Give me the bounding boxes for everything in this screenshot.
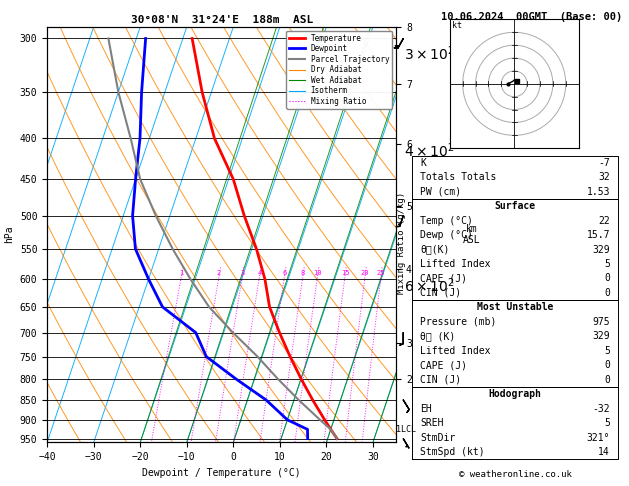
Y-axis label: km
ASL: km ASL bbox=[462, 224, 480, 245]
Text: 3: 3 bbox=[240, 270, 245, 276]
Text: 20: 20 bbox=[361, 270, 369, 276]
Text: Surface: Surface bbox=[494, 201, 536, 211]
Text: Lifted Index: Lifted Index bbox=[420, 346, 491, 356]
Text: CAPE (J): CAPE (J) bbox=[420, 360, 467, 370]
Text: 5: 5 bbox=[604, 418, 610, 428]
Text: 22: 22 bbox=[598, 216, 610, 226]
Y-axis label: hPa: hPa bbox=[4, 226, 14, 243]
Text: PW (cm): PW (cm) bbox=[420, 187, 462, 197]
Legend: Temperature, Dewpoint, Parcel Trajectory, Dry Adiabat, Wet Adiabat, Isotherm, Mi: Temperature, Dewpoint, Parcel Trajectory… bbox=[286, 31, 392, 109]
Title: 30°08'N  31°24'E  188m  ASL: 30°08'N 31°24'E 188m ASL bbox=[131, 15, 313, 25]
Text: 0: 0 bbox=[604, 360, 610, 370]
Text: © weatheronline.co.uk: © weatheronline.co.uk bbox=[459, 470, 572, 479]
Text: 1.53: 1.53 bbox=[587, 187, 610, 197]
Text: StmSpd (kt): StmSpd (kt) bbox=[420, 447, 485, 457]
Text: 15: 15 bbox=[341, 270, 349, 276]
Text: 5: 5 bbox=[604, 346, 610, 356]
Text: θᴇ (K): θᴇ (K) bbox=[420, 331, 455, 341]
Text: CAPE (J): CAPE (J) bbox=[420, 274, 467, 283]
Text: Totals Totals: Totals Totals bbox=[420, 172, 497, 182]
Text: 5: 5 bbox=[604, 259, 610, 269]
Text: 0: 0 bbox=[604, 288, 610, 298]
Text: 25: 25 bbox=[377, 270, 386, 276]
Text: 2: 2 bbox=[217, 270, 221, 276]
Text: K: K bbox=[420, 158, 426, 168]
Text: 329: 329 bbox=[593, 331, 610, 341]
Text: Mixing Ratio (g/kg): Mixing Ratio (g/kg) bbox=[397, 192, 406, 294]
Text: 32: 32 bbox=[598, 172, 610, 182]
Text: 329: 329 bbox=[593, 244, 610, 255]
Text: EH: EH bbox=[420, 404, 432, 414]
Text: 4: 4 bbox=[257, 270, 262, 276]
Text: Pressure (mb): Pressure (mb) bbox=[420, 317, 497, 327]
Text: 10: 10 bbox=[313, 270, 322, 276]
Text: Dewp (°C): Dewp (°C) bbox=[420, 230, 473, 240]
Text: 0: 0 bbox=[604, 375, 610, 385]
Text: SREH: SREH bbox=[420, 418, 443, 428]
Text: CIN (J): CIN (J) bbox=[420, 375, 462, 385]
Text: -7: -7 bbox=[598, 158, 610, 168]
Text: 6: 6 bbox=[282, 270, 287, 276]
Text: 14: 14 bbox=[598, 447, 610, 457]
Text: CIN (J): CIN (J) bbox=[420, 288, 462, 298]
Text: Hodograph: Hodograph bbox=[489, 389, 542, 399]
Text: θᴇ(K): θᴇ(K) bbox=[420, 244, 450, 255]
Text: 1: 1 bbox=[179, 270, 184, 276]
Text: kt: kt bbox=[452, 21, 462, 31]
Text: -32: -32 bbox=[593, 404, 610, 414]
Text: 975: 975 bbox=[593, 317, 610, 327]
Text: 0: 0 bbox=[604, 274, 610, 283]
Text: 15.7: 15.7 bbox=[587, 230, 610, 240]
Text: Lifted Index: Lifted Index bbox=[420, 259, 491, 269]
Text: Temp (°C): Temp (°C) bbox=[420, 216, 473, 226]
Text: 321°: 321° bbox=[587, 433, 610, 443]
X-axis label: Dewpoint / Temperature (°C): Dewpoint / Temperature (°C) bbox=[142, 468, 301, 478]
Text: 8: 8 bbox=[301, 270, 305, 276]
Text: 10.06.2024  00GMT  (Base: 00): 10.06.2024 00GMT (Base: 00) bbox=[441, 12, 622, 22]
Text: 1LCL: 1LCL bbox=[396, 425, 416, 434]
Text: StmDir: StmDir bbox=[420, 433, 455, 443]
Text: Most Unstable: Most Unstable bbox=[477, 302, 554, 312]
